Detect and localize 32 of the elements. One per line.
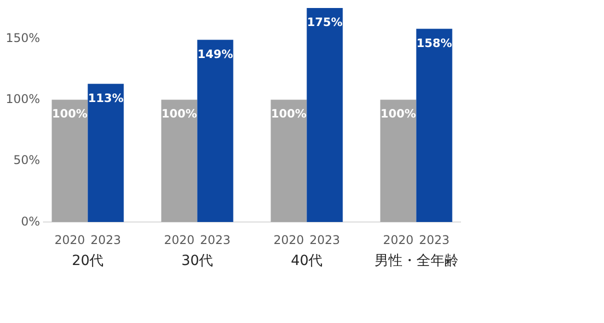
text: 2023	[309, 233, 340, 247]
data-label: 113%	[88, 90, 124, 105]
bar	[197, 40, 234, 222]
y-tick-label: 150%	[6, 30, 40, 45]
x-tick-label: 30代	[181, 253, 214, 269]
bar	[52, 100, 88, 222]
bar	[306, 8, 343, 222]
bar	[161, 100, 198, 222]
text: 2020	[273, 233, 304, 247]
x-tick-label: 40代	[290, 253, 323, 269]
data-label: 100%	[161, 106, 198, 121]
text: 2020	[164, 233, 195, 247]
bar	[270, 100, 307, 222]
bar	[88, 84, 124, 222]
text: 2023	[200, 233, 231, 247]
bar	[416, 28, 452, 222]
x-tick-label: 20代	[72, 253, 104, 269]
y-tick-label: 100%	[6, 92, 40, 106]
bar	[380, 100, 416, 222]
y-tick-label: 50%	[13, 153, 40, 168]
x-tick-label: 男性・全年齢	[374, 253, 458, 269]
data-label: 158%	[416, 36, 452, 50]
data-label: 100%	[380, 106, 416, 121]
y-tick-label: 0%	[20, 214, 40, 228]
data-label: 149%	[197, 46, 234, 61]
series-label: 2020	[54, 233, 86, 247]
data-label: 100%	[270, 106, 307, 121]
series-label: 2023	[90, 233, 122, 247]
text: 2023	[418, 233, 450, 247]
data-label: 100%	[52, 106, 88, 121]
text: 2020	[382, 233, 414, 247]
data-label: 175%	[306, 15, 343, 29]
